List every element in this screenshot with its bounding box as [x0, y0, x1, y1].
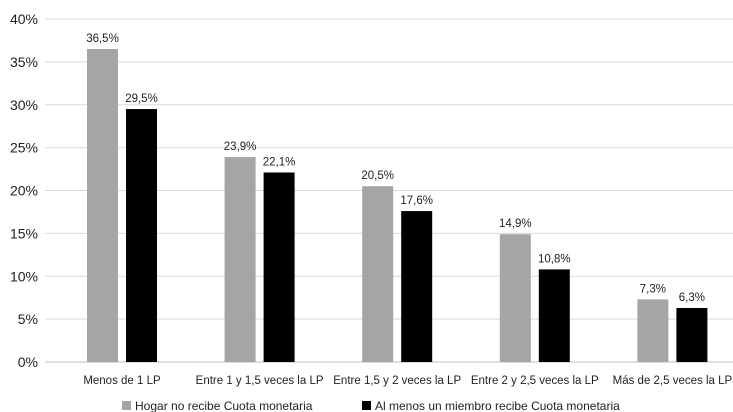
data-label: 22,1% — [263, 156, 296, 168]
y-tick-label: 10% — [10, 268, 38, 284]
data-label: 36,5% — [86, 33, 119, 45]
data-label: 29,5% — [125, 93, 158, 105]
bar — [499, 234, 531, 362]
bar — [87, 49, 118, 362]
legend-label: Al menos un miembro recibe Cuota monetar… — [375, 399, 620, 412]
bars — [87, 49, 708, 362]
data-labels: 36,5% 29,5% 23,9% 22,1% 20,5% 17,6% 14,9% 10,8%… — [86, 33, 705, 304]
bar — [224, 157, 256, 362]
y-tick-label: 30% — [10, 97, 38, 113]
bar — [126, 109, 157, 362]
x-tick-label: Menos de 1 LP — [83, 375, 161, 387]
data-label: 17,6% — [400, 195, 433, 207]
legend-swatch — [362, 401, 371, 410]
y-tick-label: 20% — [10, 183, 38, 199]
y-tick-label: 35% — [10, 54, 38, 70]
data-label: 10,8% — [538, 253, 571, 265]
y-tick-label: 5% — [18, 311, 38, 327]
data-label: 6,3% — [679, 292, 705, 304]
bar — [676, 307, 708, 362]
y-tick-label: 25% — [10, 140, 38, 156]
y-tick-label: 0% — [18, 354, 38, 370]
x-axis: Menos de 1 LP Entre 1 y 1,5 veces la LP En… — [83, 375, 732, 387]
data-label: 7,3% — [640, 283, 666, 295]
bar — [362, 186, 394, 362]
bar — [637, 299, 669, 362]
legend: Hogar no recibe Cuota monetaria Al menos … — [122, 399, 620, 412]
y-tick-label: 15% — [10, 225, 38, 241]
x-tick-label: Más de 2,5 veces la LP — [613, 375, 733, 387]
legend-label: Hogar no recibe Cuota monetaria — [135, 399, 313, 412]
y-axis: 0% 5% 10% 15% 20% 25% 30% 35% 40% — [10, 11, 38, 370]
bar — [263, 172, 295, 362]
bar — [401, 211, 433, 362]
data-label: 23,9% — [224, 141, 257, 153]
bar — [538, 269, 570, 362]
x-tick-label: Entre 1,5 y 2 veces la LP — [333, 375, 461, 387]
data-label: 14,9% — [499, 218, 532, 230]
data-label: 20,5% — [361, 170, 394, 182]
legend-swatch — [122, 401, 131, 410]
y-tick-label: 40% — [10, 11, 38, 27]
x-tick-label: Entre 1 y 1,5 veces la LP — [196, 375, 324, 387]
x-tick-label: Entre 2 y 2,5 veces la LP — [471, 375, 599, 387]
